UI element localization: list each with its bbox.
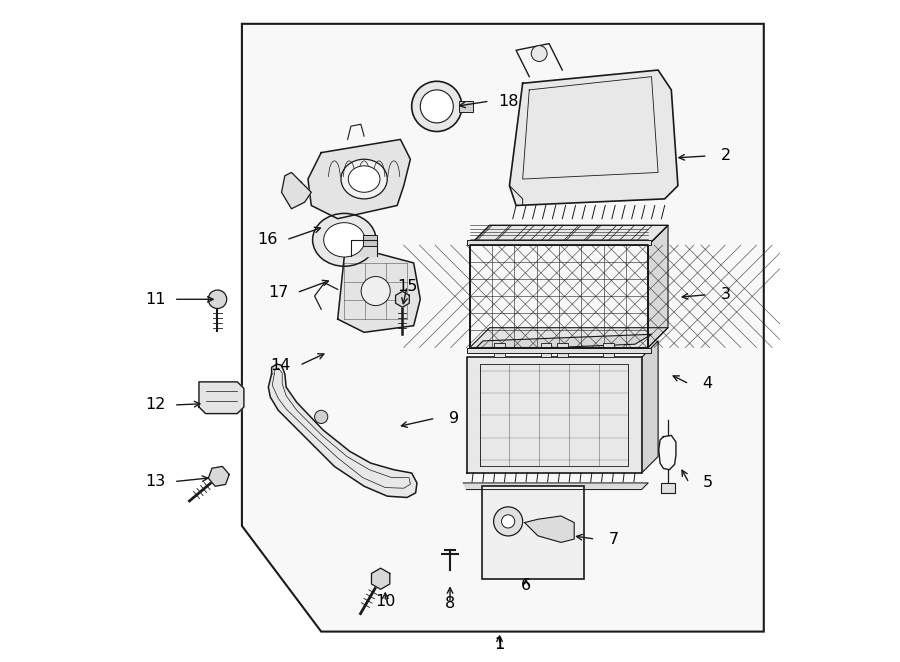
Polygon shape <box>642 341 658 473</box>
Circle shape <box>361 277 391 306</box>
Bar <box>494 343 505 357</box>
Polygon shape <box>308 140 410 218</box>
Circle shape <box>420 90 454 123</box>
Polygon shape <box>396 291 410 307</box>
Polygon shape <box>525 516 574 542</box>
Ellipse shape <box>312 213 376 266</box>
Bar <box>459 101 473 112</box>
Polygon shape <box>242 24 764 632</box>
Text: 12: 12 <box>145 397 166 412</box>
Polygon shape <box>509 70 678 205</box>
Text: 6: 6 <box>521 578 531 593</box>
Bar <box>603 343 614 357</box>
Polygon shape <box>466 357 642 473</box>
Circle shape <box>493 507 523 536</box>
Circle shape <box>208 290 227 308</box>
Circle shape <box>501 515 515 528</box>
Circle shape <box>531 46 547 62</box>
Bar <box>482 487 584 579</box>
Polygon shape <box>209 467 230 487</box>
Polygon shape <box>351 240 377 256</box>
Bar <box>466 348 652 353</box>
Text: 16: 16 <box>257 232 278 248</box>
Polygon shape <box>470 328 668 348</box>
Bar <box>557 343 568 357</box>
Bar <box>364 234 376 246</box>
Polygon shape <box>470 225 668 245</box>
Ellipse shape <box>348 166 380 192</box>
Text: 1: 1 <box>494 638 505 652</box>
Text: 14: 14 <box>271 358 291 373</box>
Text: 4: 4 <box>703 377 713 391</box>
Text: 8: 8 <box>445 596 455 610</box>
Ellipse shape <box>341 160 387 199</box>
Text: 3: 3 <box>721 287 731 302</box>
Text: 15: 15 <box>397 279 418 293</box>
Polygon shape <box>199 382 244 414</box>
Polygon shape <box>464 483 648 489</box>
Polygon shape <box>338 250 420 332</box>
Text: 11: 11 <box>145 292 166 307</box>
Polygon shape <box>268 364 417 497</box>
Polygon shape <box>473 334 652 351</box>
Circle shape <box>315 410 328 424</box>
Bar <box>541 343 551 357</box>
Text: 2: 2 <box>721 148 731 164</box>
Polygon shape <box>282 173 311 209</box>
Ellipse shape <box>324 222 365 257</box>
Text: 7: 7 <box>608 532 619 547</box>
Text: 17: 17 <box>268 285 288 300</box>
Text: 13: 13 <box>145 474 166 489</box>
Circle shape <box>411 81 462 132</box>
Polygon shape <box>372 568 390 589</box>
Polygon shape <box>648 225 668 348</box>
Text: 18: 18 <box>498 93 518 109</box>
Text: 9: 9 <box>449 410 459 426</box>
Text: 10: 10 <box>375 594 395 609</box>
Bar <box>466 240 652 245</box>
Text: 1: 1 <box>494 638 505 652</box>
Text: 5: 5 <box>703 475 713 491</box>
Bar <box>662 483 675 493</box>
